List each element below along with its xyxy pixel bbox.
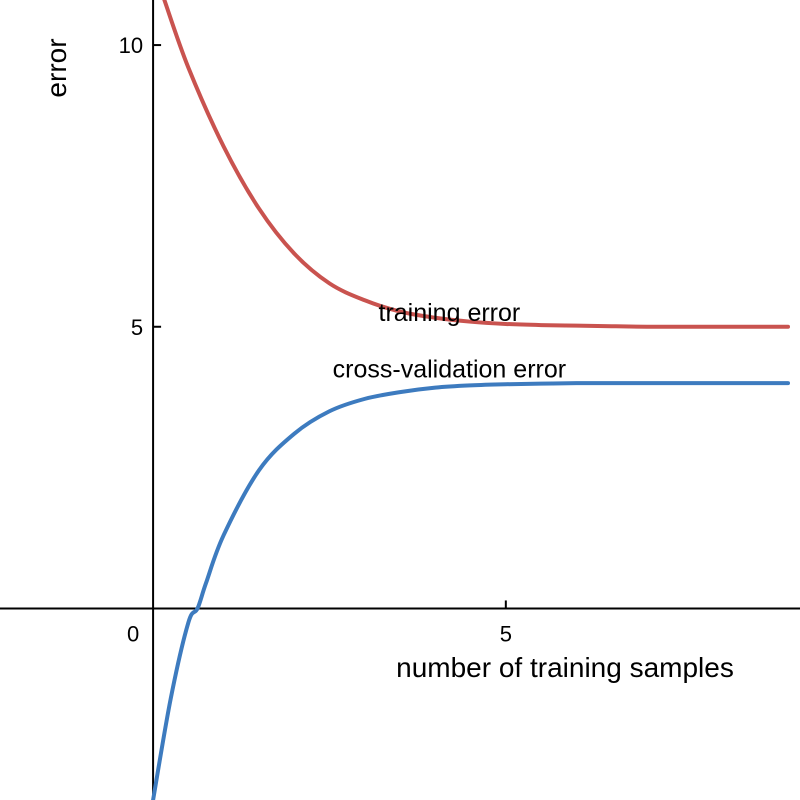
series-label-cross-validation-error: cross-validation error: [333, 355, 566, 383]
y-tick-label: 5: [131, 315, 143, 340]
series-layer: [151, 0, 791, 800]
series-label-training-error: training error: [379, 299, 521, 327]
series-line-cross-validation-error: [151, 381, 791, 800]
y-axis-title: error: [41, 38, 72, 97]
x-tick-label: 0: [127, 621, 139, 646]
series-line-training-error: [162, 0, 791, 329]
x-axis-title: number of training samples: [396, 652, 734, 683]
x-tick-label: 5: [500, 621, 512, 646]
axis-ticks: 0 5 5 10: [119, 33, 512, 646]
y-tick-label: 10: [119, 33, 143, 58]
labels-layer: training error cross-validation error: [333, 299, 566, 383]
